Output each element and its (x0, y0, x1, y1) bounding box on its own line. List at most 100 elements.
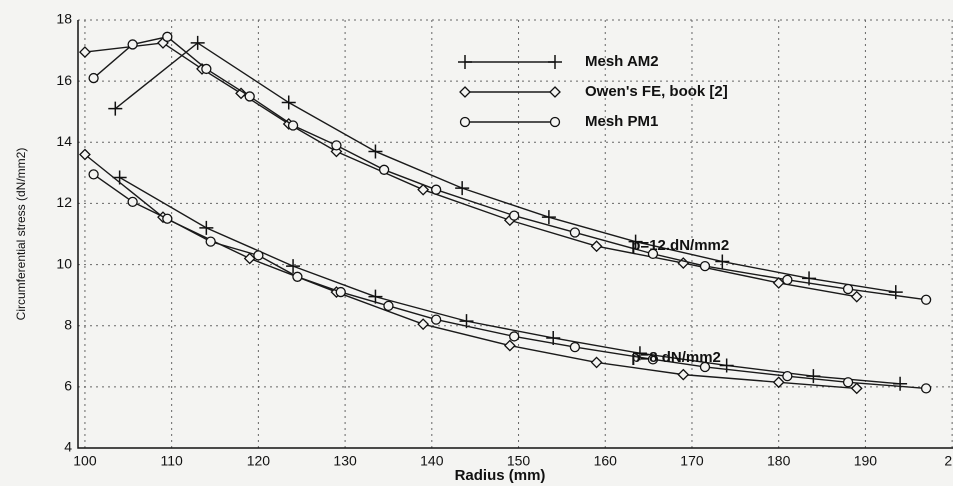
marker-plus (715, 254, 730, 269)
marker-diamond (503, 339, 516, 352)
series-line (93, 36, 927, 301)
x-tick-label: 150 (507, 453, 531, 469)
marker-plus (281, 95, 296, 110)
marker-plus (719, 358, 734, 373)
series (108, 35, 903, 300)
marker-circle (378, 164, 390, 175)
series (79, 37, 863, 303)
y-tick-label: 8 (64, 316, 72, 332)
marker-diamond (459, 86, 471, 98)
legend-item: Owen's FE, book [2] (459, 83, 728, 100)
marker-diamond (677, 368, 690, 381)
marker-circle (782, 274, 793, 286)
marker-circle (88, 169, 99, 180)
marker-plus (368, 144, 383, 159)
marker-plus (286, 259, 301, 274)
marker-diamond (243, 252, 256, 265)
marker-diamond (850, 290, 863, 303)
marker-circle (569, 227, 581, 238)
marker-diamond (417, 183, 430, 196)
legend-item: Mesh PM1 (459, 113, 658, 130)
x-tick-label: 180 (767, 453, 791, 469)
marker-circle (127, 196, 138, 208)
marker-circle (920, 294, 932, 305)
x-tick-label: 140 (420, 453, 444, 469)
series-line (119, 176, 901, 385)
marker-plus (888, 285, 903, 300)
marker-plus (199, 220, 214, 235)
marker-diamond (79, 148, 91, 161)
marker-circle (244, 91, 255, 102)
series-line (84, 42, 857, 298)
marker-circle (431, 314, 442, 325)
marker-circle (509, 331, 520, 342)
x-tick-label: 190 (854, 453, 878, 469)
marker-plus (548, 55, 562, 69)
marker-circle (782, 371, 793, 382)
marker-circle (549, 116, 561, 128)
marker-circle (331, 140, 342, 151)
x-tick-label: 130 (333, 453, 357, 469)
series (88, 169, 932, 394)
y-tick-label: 14 (56, 133, 72, 149)
marker-plus (541, 210, 556, 225)
y-tick-label: 12 (56, 194, 72, 210)
annotation: p=12.dN/mm2 (631, 237, 729, 254)
marker-plus (806, 369, 821, 384)
marker-circle (647, 248, 659, 260)
marker-circle (842, 283, 854, 295)
annotation: p=8 dN/mm2 (631, 349, 721, 366)
marker-plus (190, 35, 205, 50)
marker-circle (920, 383, 932, 394)
legend-item: Mesh AM2 (458, 53, 659, 70)
marker-circle (292, 271, 303, 282)
marker-circle (201, 63, 212, 75)
marker-plus (108, 101, 123, 116)
marker-diamond (850, 382, 863, 395)
y-tick-label: 10 (56, 255, 72, 271)
y-tick-label: 6 (64, 378, 72, 394)
marker-diamond (772, 376, 785, 389)
marker-plus (893, 376, 908, 391)
marker-circle (335, 286, 346, 298)
marker-diamond (772, 276, 785, 289)
marker-circle (509, 210, 520, 221)
x-tick-label: 120 (247, 453, 271, 469)
legend-label: Owen's FE, book [2] (585, 83, 728, 100)
marker-circle (205, 236, 216, 247)
series-line (114, 42, 896, 293)
marker-circle (699, 260, 711, 272)
marker-circle (569, 341, 581, 353)
marker-circle (162, 31, 173, 42)
marker-circle (127, 39, 138, 50)
y-tick-label: 4 (64, 439, 72, 455)
marker-circle (88, 72, 99, 84)
x-tick-label: 100 (73, 453, 97, 469)
marker-circle (459, 116, 471, 128)
legend-label: Mesh AM2 (585, 53, 659, 70)
marker-circle (842, 377, 854, 388)
marker-diamond (235, 87, 247, 100)
marker-circle (287, 120, 299, 131)
x-tick-label: 160 (594, 453, 618, 469)
x-axis-label: Radius (mm) (455, 467, 546, 484)
x-tick-label: 2 (944, 453, 952, 469)
axis-frame (77, 20, 953, 449)
marker-circle (383, 300, 394, 311)
marker-diamond (590, 240, 603, 253)
series-line (93, 173, 927, 390)
marker-diamond (549, 86, 561, 98)
marker-plus (368, 289, 383, 304)
series-line (84, 153, 857, 390)
marker-circle (253, 250, 264, 261)
x-tick-label: 110 (160, 453, 183, 469)
marker-circle (699, 361, 711, 373)
marker-circle (162, 213, 173, 224)
series (79, 148, 863, 395)
series (88, 31, 932, 305)
marker-diamond (79, 46, 91, 59)
series (112, 170, 908, 391)
marker-plus (455, 181, 470, 196)
